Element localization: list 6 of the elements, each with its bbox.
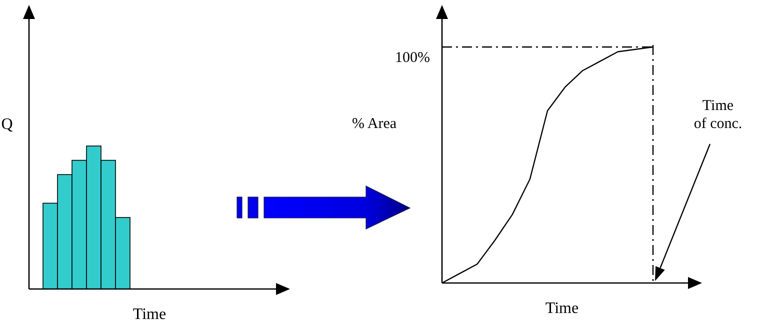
y-axis-title: Q: [1, 116, 14, 133]
ref-line-label: 100%: [395, 50, 430, 66]
x-axis-title: Time: [132, 306, 166, 323]
y-axis-title: % Area: [352, 116, 397, 132]
text: Time of conc.: [694, 98, 742, 132]
x-axis-title: Time: [545, 300, 579, 317]
